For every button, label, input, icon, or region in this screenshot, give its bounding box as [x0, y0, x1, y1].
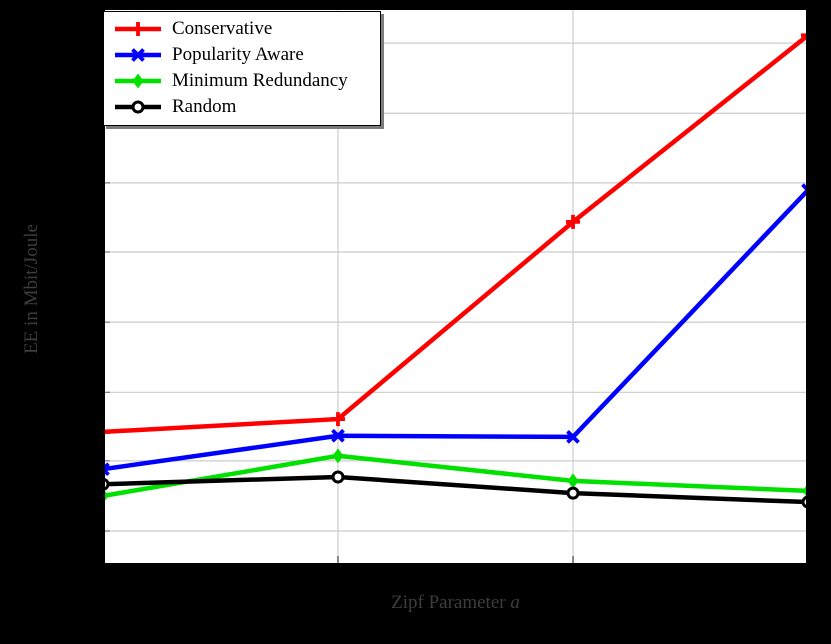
x-axis-label-var: a: [510, 592, 520, 613]
legend-sample-icon: [115, 73, 161, 89]
legend-item: Minimum Redundancy: [104, 68, 380, 94]
series-popularity-aware: [103, 183, 808, 477]
legend-item-label: Minimum Redundancy: [172, 70, 348, 91]
legend-item: Random: [104, 94, 380, 120]
legend-sample-icon: [115, 100, 161, 114]
legend-item: Popularity Aware: [104, 42, 380, 68]
y-axis-label: EE in Mbit/Joule: [21, 224, 42, 354]
x-axis-label: Zipf Parameter a: [103, 592, 808, 614]
x-axis-label-text: Zipf Parameter: [391, 592, 506, 613]
series-random: [103, 470, 808, 509]
legend-item-label: Random: [172, 96, 237, 117]
legend-sample-icon: [115, 48, 161, 62]
legend-item-label: Popularity Aware: [172, 44, 304, 65]
legend-sample-icon: [115, 22, 161, 36]
legend-item-label: Conservative: [172, 18, 273, 39]
legend: Conservative Popularity Aware Minimum Re…: [103, 11, 381, 126]
series-minimum-redundancy: [103, 448, 808, 504]
legend-item: Conservative: [104, 16, 380, 42]
series-conservative: [103, 28, 808, 439]
